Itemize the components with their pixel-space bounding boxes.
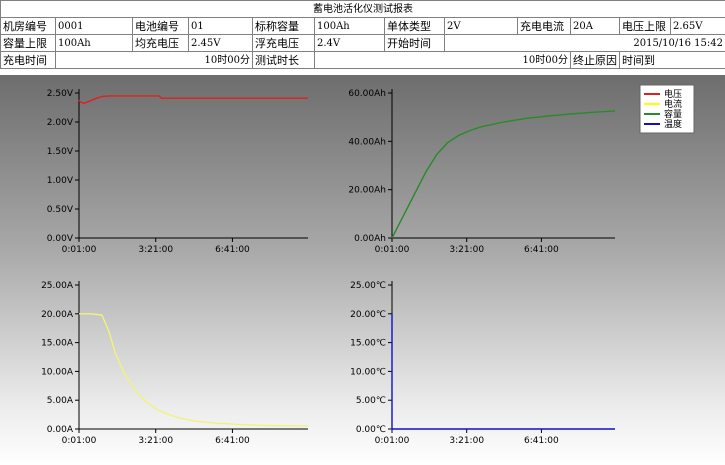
voltage-upper-label: 电压上限 [619,17,671,35]
voltage-y-tick-label: 1.00V [47,176,74,186]
temperature-y-tick-label: 20.00℃ [350,310,386,320]
charge-time-value: 10时00分 [55,51,253,69]
capacity-label: 标称容量 [252,17,315,35]
current-y-tick-label: 20.00A [41,310,74,320]
voltage-series-line [78,95,308,105]
current-x-tick-label: 0:01:00 [62,436,97,446]
equalize-voltage-label: 均充电压 [132,34,189,52]
current-x-tick-label: 6:41:00 [215,436,250,446]
voltage-y-tick-label: 0.50V [47,205,74,215]
voltage-upper-value: 2.65V [670,17,725,35]
voltage-y-tick-label: 0.00V [47,234,74,244]
current-y-tick-label: 25.00A [41,281,74,291]
temperature-x-tick-label: 3:21:00 [449,436,484,446]
legend-label: 电压 [664,88,682,100]
temperature-x-tick-label: 6:41:00 [524,436,559,446]
float-voltage-label: 浮充电压 [252,34,315,52]
report-title: 蓄电池活化仪测试报表 [0,0,725,18]
current-y-tick-label: 0.00A [47,425,74,435]
capacity-upper-value: 100Ah [55,34,133,52]
battery-label: 电池编号 [132,17,189,35]
current-y-tick-label: 10.00A [41,367,74,377]
voltage-y-tick-label: 2.50V [47,89,74,99]
capacity-x-tick-label: 3:21:00 [449,245,484,255]
capacity-x-tick-label: 6:41:00 [524,245,559,255]
test-duration-label: 测试时长 [252,51,315,69]
equalize-voltage-value: 2.45V [188,34,253,52]
charge-current-label: 充电电流 [517,17,571,35]
temperature-y-tick-label: 0.00℃ [356,425,386,435]
battery-value: 01 [188,17,253,35]
charts-area: 0.00V 0.50V 1.00V 1.50V 2.00V 2.50V 0:01:00 3:2… [0,75,725,465]
report-info-table: 蓄电池活化仪测试报表 机房编号 0001 电池编号 01 标称容量 100Ah … [0,0,725,69]
capacity-upper-label: 容量上限 [0,34,56,52]
charts-canvas: 0.00V 0.50V 1.00V 1.50V 2.00V 2.50V 0:01:00 3:2… [41,84,695,446]
voltage-x-tick-label: 6:41:00 [215,245,250,255]
float-voltage-value: 2.4V [314,34,385,52]
report-header: 蓄电池活化仪测试报表 机房编号 0001 电池编号 01 标称容量 100Ah … [0,0,725,69]
current-y-tick-label: 15.00A [41,339,74,349]
current-y-tick-label: 5.00A [47,396,74,406]
capacity-y-tick-label: 20.00Ah [348,186,386,196]
voltage-x-tick-label: 0:01:00 [62,245,97,255]
current-series-line [79,313,309,427]
temperature-series-line [391,313,615,430]
start-time-value: 2015/10/16 15:42 [444,34,725,52]
temperature-y-tick-label: 10.00℃ [350,367,386,377]
legend-label: 温度 [664,118,682,130]
capacity-value: 100Ah [314,17,385,35]
capacity-series-line [391,110,616,239]
current-x-tick-label: 3:21:00 [138,436,173,446]
voltage-x-tick-label: 3:21:00 [138,245,173,255]
voltage-y-tick-label: 2.00V [47,118,74,128]
charge-time-label: 充电时间 [0,51,56,69]
charge-current-value: 20A [570,17,620,35]
legend-label: 容量 [664,108,682,120]
room-label: 机房编号 [0,17,56,35]
start-time-label: 开始时间 [384,34,445,52]
capacity-x-tick-label: 0:01:00 [375,245,410,255]
test-duration-value: 10时00分 [314,51,571,69]
end-reason-label: 终止原因 [570,51,620,69]
capacity-y-tick-label: 60.00Ah [348,89,386,99]
cell-type-value: 2V [444,17,518,35]
temperature-y-tick-label: 25.00℃ [350,281,386,291]
room-value: 0001 [55,17,133,35]
temperature-y-tick-label: 5.00℃ [356,396,386,406]
voltage-y-tick-label: 1.50V [47,147,74,157]
cell-type-label: 单体类型 [384,17,445,35]
legend-label: 电流 [664,98,682,110]
end-reason-value: 时间到 [619,51,725,69]
capacity-y-tick-label: 40.00Ah [348,137,386,147]
temperature-x-tick-label: 0:01:00 [375,436,410,446]
temperature-y-tick-label: 15.00℃ [350,339,386,349]
capacity-y-tick-label: 0.00Ah [354,234,386,244]
